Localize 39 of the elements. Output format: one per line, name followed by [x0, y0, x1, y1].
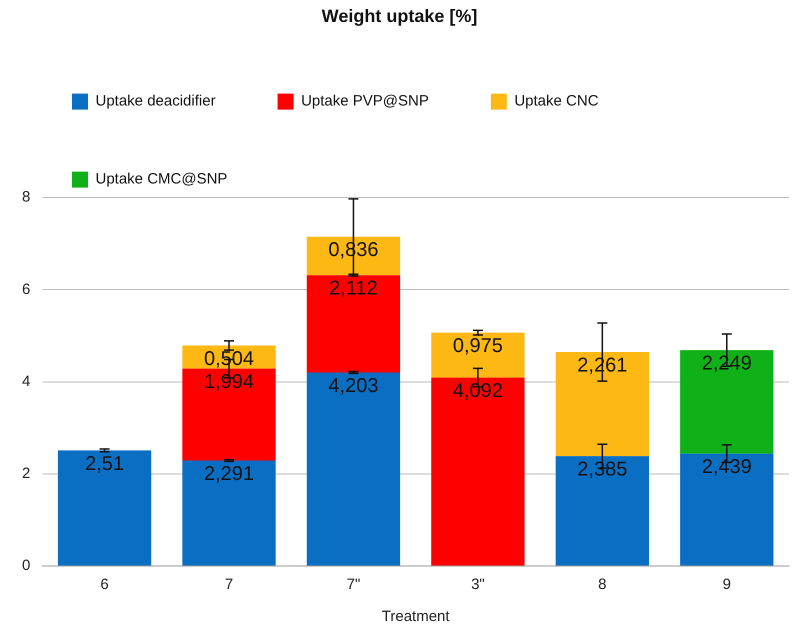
x-tick-label: 7" — [346, 576, 360, 594]
x-tick-label: 7 — [224, 576, 234, 594]
y-tick-label: 6 — [22, 280, 30, 298]
x-axis-title: Treatment — [382, 608, 450, 626]
bar — [556, 352, 649, 456]
bar — [182, 368, 276, 460]
data-label: 4,203 — [328, 374, 378, 397]
y-tick-label: 0 — [22, 557, 30, 574]
legend-label: Uptake deacidifier — [96, 92, 216, 110]
legend-label: Uptake CMC@SNP — [96, 170, 228, 188]
data-label: 2,385 — [577, 458, 628, 481]
legend-label: Uptake PVP@SNP — [301, 92, 429, 110]
legend-label: Uptake CNC — [514, 92, 599, 110]
data-label: 2,51 — [85, 452, 124, 475]
bar — [680, 454, 774, 566]
data-label: 2,439 — [702, 456, 752, 478]
x-tick-label: 9 — [722, 576, 731, 594]
x-tick-label: 6 — [100, 576, 109, 594]
data-label: 0,975 — [452, 335, 503, 358]
y-tick-label: 8 — [22, 188, 30, 206]
data-label: 2,291 — [204, 463, 254, 486]
chart-title: Weight uptake [%] — [322, 6, 478, 26]
bar — [431, 332, 525, 378]
bar — [556, 456, 649, 566]
y-tick-label: 4 — [22, 372, 30, 390]
x-tick-label: 8 — [598, 576, 607, 594]
data-label: 0,504 — [204, 348, 254, 370]
bar — [182, 460, 276, 566]
bar — [680, 350, 774, 454]
bar — [306, 275, 400, 372]
data-label: 2,112 — [329, 278, 378, 300]
data-label: 2,249 — [702, 352, 752, 375]
bar — [431, 378, 525, 566]
y-tick-label: 2 — [22, 465, 30, 482]
bar — [306, 372, 400, 566]
x-tick-label: 3" — [471, 576, 485, 594]
bar — [58, 450, 152, 566]
data-label: 4,092 — [452, 380, 503, 402]
data-label: 1,994 — [204, 371, 254, 394]
